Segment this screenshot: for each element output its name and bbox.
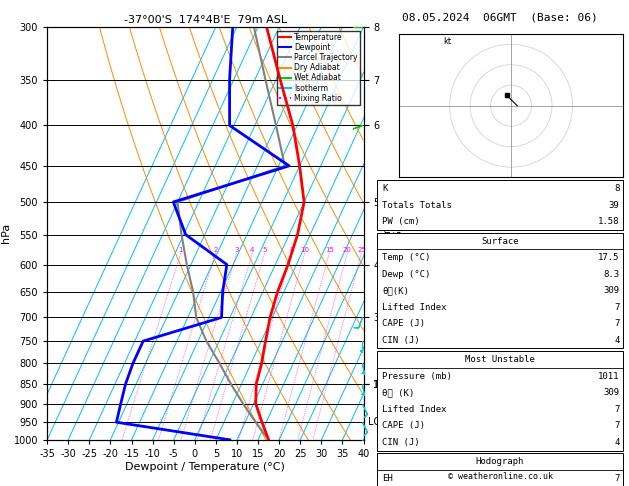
Title: -37°00'S  174°4B'E  79m ASL: -37°00'S 174°4B'E 79m ASL — [124, 15, 287, 25]
Text: 20: 20 — [343, 247, 352, 253]
Text: 4: 4 — [614, 336, 620, 345]
Text: CAPE (J): CAPE (J) — [382, 319, 425, 328]
Text: Lifted Index: Lifted Index — [382, 303, 447, 312]
Text: Most Unstable: Most Unstable — [465, 355, 535, 364]
Text: 17.5: 17.5 — [598, 253, 620, 262]
Text: CIN (J): CIN (J) — [382, 336, 420, 345]
Text: 7: 7 — [614, 405, 620, 414]
Text: 8: 8 — [614, 184, 620, 193]
Text: Temp (°C): Temp (°C) — [382, 253, 431, 262]
Text: θᴇ (K): θᴇ (K) — [382, 388, 415, 397]
Text: 4: 4 — [614, 438, 620, 447]
Text: 25: 25 — [357, 247, 366, 253]
Text: CAPE (J): CAPE (J) — [382, 421, 425, 430]
Text: 1011: 1011 — [598, 372, 620, 381]
Text: Surface: Surface — [481, 237, 519, 245]
Y-axis label: hPa: hPa — [1, 223, 11, 243]
Text: 3: 3 — [235, 247, 239, 253]
Text: 1.58: 1.58 — [598, 217, 620, 226]
Text: 5: 5 — [262, 247, 267, 253]
Text: 15: 15 — [325, 247, 334, 253]
Text: 7: 7 — [614, 319, 620, 328]
Text: 39: 39 — [609, 201, 620, 209]
Legend: Temperature, Dewpoint, Parcel Trajectory, Dry Adiabat, Wet Adiabat, Isotherm, Mi: Temperature, Dewpoint, Parcel Trajectory… — [277, 31, 360, 105]
Text: 309: 309 — [603, 388, 620, 397]
Text: Lifted Index: Lifted Index — [382, 405, 447, 414]
Text: 4: 4 — [250, 247, 255, 253]
Text: Totals Totals: Totals Totals — [382, 201, 452, 209]
Text: kt: kt — [443, 37, 452, 46]
Text: PW (cm): PW (cm) — [382, 217, 420, 226]
Text: 1: 1 — [179, 247, 183, 253]
Text: 8.3: 8.3 — [603, 270, 620, 278]
Text: © weatheronline.co.uk: © weatheronline.co.uk — [448, 472, 552, 481]
Text: θᴇ(K): θᴇ(K) — [382, 286, 409, 295]
Text: 309: 309 — [603, 286, 620, 295]
Text: 2: 2 — [213, 247, 218, 253]
Text: 7: 7 — [614, 421, 620, 430]
Text: 08.05.2024  06GMT  (Base: 06): 08.05.2024 06GMT (Base: 06) — [402, 12, 598, 22]
Text: EH: EH — [382, 474, 393, 483]
Text: 7: 7 — [614, 303, 620, 312]
Text: Hodograph: Hodograph — [476, 457, 524, 466]
Text: 8: 8 — [289, 247, 294, 253]
Text: LCL: LCL — [368, 417, 386, 427]
X-axis label: Dewpoint / Temperature (°C): Dewpoint / Temperature (°C) — [125, 462, 286, 471]
Text: CIN (J): CIN (J) — [382, 438, 420, 447]
Text: Pressure (mb): Pressure (mb) — [382, 372, 452, 381]
Text: Dewp (°C): Dewp (°C) — [382, 270, 431, 278]
Text: 10: 10 — [300, 247, 309, 253]
Text: K: K — [382, 184, 388, 193]
Text: 7: 7 — [614, 474, 620, 483]
Y-axis label: km
ASL: km ASL — [382, 224, 404, 243]
